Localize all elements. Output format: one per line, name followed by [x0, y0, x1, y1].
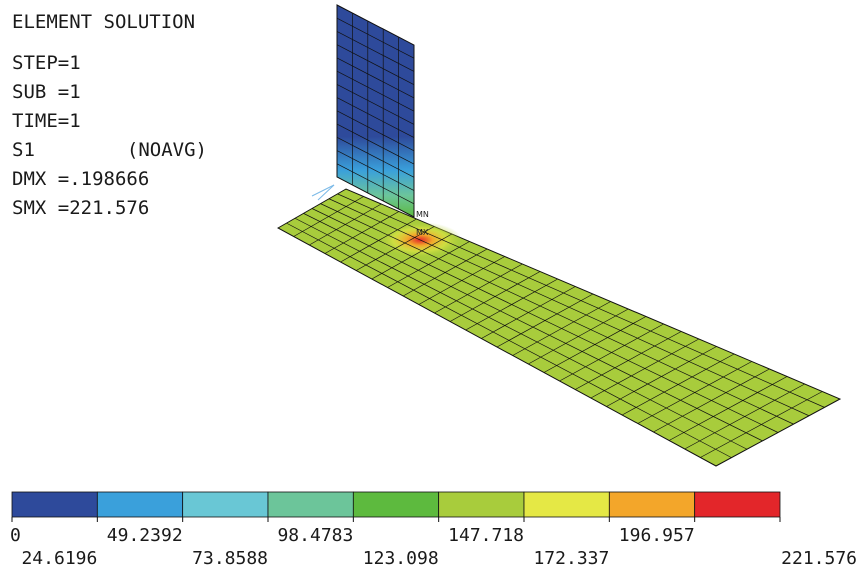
legend-band: [438, 491, 525, 518]
legend-label-bottom: 24.6196: [21, 548, 98, 569]
legend-band: [182, 491, 269, 518]
legend-band: [96, 491, 184, 518]
base-plate: [276, 188, 842, 467]
plate-mesh-lines: [286, 193, 825, 458]
legend-label-bottom: 221.576: [781, 548, 857, 569]
legend-ticks: [11, 517, 781, 522]
legend-label-top: 98.4783: [277, 525, 354, 546]
substep-label: SUB =1: [12, 81, 81, 103]
legend-label-top: 0: [10, 525, 21, 546]
time-label: TIME=1: [12, 110, 81, 132]
legend-color-bands: [11, 491, 781, 518]
max-marker: MX: [416, 228, 429, 237]
solution-info-panel: ELEMENT SOLUTION STEP=1 SUB =1 TIME=1 S1…: [12, 8, 207, 223]
legend-label-bottom: 123.098: [362, 548, 439, 569]
result-type-label: S1: [12, 139, 35, 161]
fe-model-view: MN MX: [276, 4, 842, 467]
legend-label-top: 147.718: [448, 525, 524, 546]
vertical-wall: [336, 4, 415, 218]
solution-title: ELEMENT SOLUTION: [12, 11, 196, 33]
wall-mesh-lines: [336, 13, 415, 209]
legend-band: [267, 491, 354, 518]
legend-band: [352, 491, 440, 518]
legend-band: [694, 491, 781, 518]
wall-surface: [336, 4, 415, 218]
step-label: STEP=1: [12, 52, 81, 74]
legend-band: [11, 491, 98, 518]
legend-band: [523, 491, 610, 518]
max-displacement-label: DMX =.198666: [12, 168, 150, 190]
legend-label-bottom: 172.337: [533, 548, 610, 569]
max-stress-label: SMX =221.576: [12, 197, 150, 219]
min-marker: MN: [416, 210, 429, 219]
legend-label-bottom: 73.8588: [192, 548, 268, 569]
legend-label-top: 49.2392: [106, 525, 183, 546]
result-type-row: S1 (NOAVG): [12, 136, 207, 165]
averaging-mode-label: (NOAVG): [126, 139, 207, 161]
coordinate-triad-icon: [311, 184, 335, 201]
legend-label-top: 196.957: [618, 525, 695, 546]
legend-band: [608, 491, 696, 518]
